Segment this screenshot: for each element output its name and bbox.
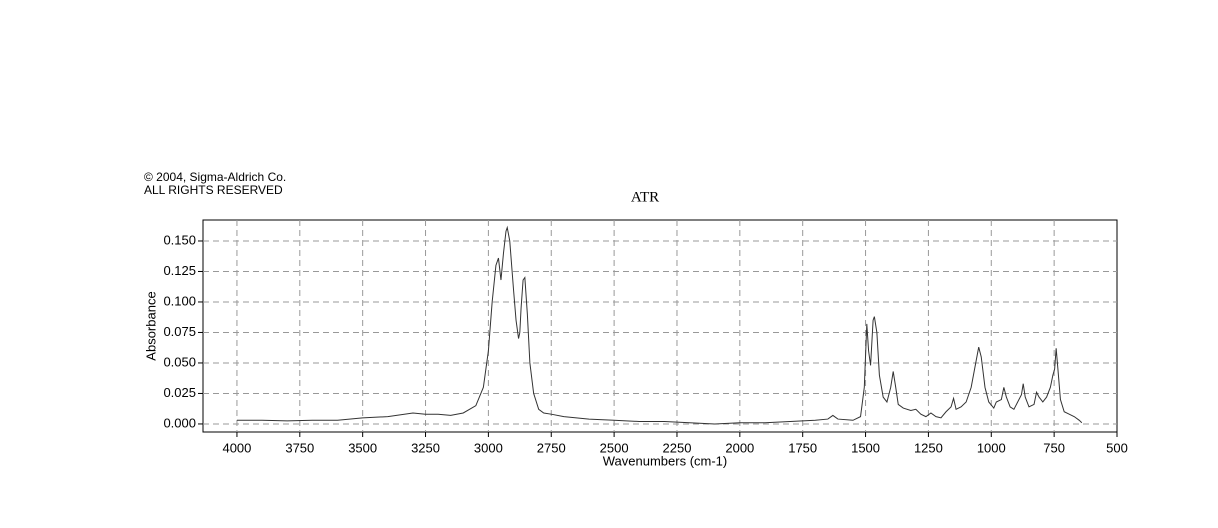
x-tick-label: 500	[1106, 440, 1128, 455]
y-tick-label: 0.000	[163, 415, 196, 430]
x-tick-label: 3750	[285, 440, 314, 455]
x-tick-label: 2000	[725, 440, 754, 455]
x-tick-label: 1000	[977, 440, 1006, 455]
x-tick-label: 1750	[788, 440, 817, 455]
plot-frame	[202, 219, 1118, 433]
chart-title: ATR	[631, 189, 659, 205]
x-axis-label: Wavenumbers (cm-1)	[603, 453, 727, 468]
y-tick-label: 0.100	[163, 293, 196, 308]
x-tick-label: 2750	[537, 440, 566, 455]
x-tick-label: 3000	[474, 440, 503, 455]
y-tick-label: 0.075	[163, 324, 196, 339]
y-tick-label: 0.025	[163, 385, 196, 400]
copyright: © 2004, Sigma-Aldrich Co.	[144, 170, 286, 184]
x-tick-label: 750	[1043, 440, 1065, 455]
y-tick-label: 0.050	[163, 354, 196, 369]
x-tick-label: 2500	[600, 440, 629, 455]
x-tick-label: 1250	[914, 440, 943, 455]
copyright: ALL RIGHTS RESERVED	[144, 183, 283, 197]
x-tick-label: 1500	[851, 440, 880, 455]
x-tick-label: 2250	[663, 440, 692, 455]
x-tick-label: 4000	[222, 440, 251, 455]
x-tick-label: 3500	[348, 440, 377, 455]
y-tick-label: 0.125	[163, 263, 196, 278]
x-tick-label: 3250	[411, 440, 440, 455]
spectrum-line	[236, 225, 1083, 425]
y-axis-label: Absorbance	[143, 291, 158, 360]
y-tick-label: 0.150	[163, 232, 196, 247]
